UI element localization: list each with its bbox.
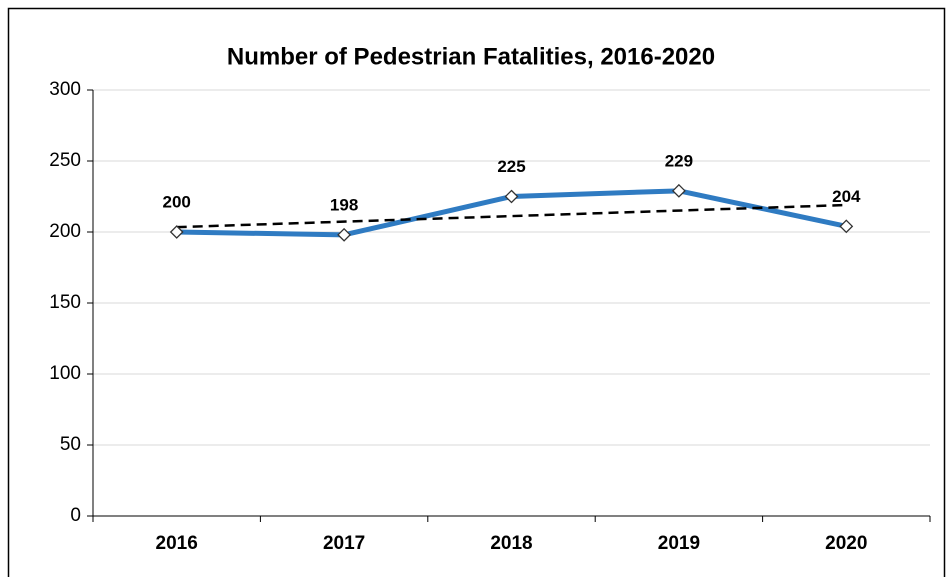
x-tick-label: 2020 [825,533,867,554]
data-label: 229 [665,151,693,170]
marker [839,219,854,234]
y-tick-label: 50 [60,434,81,455]
data-label: 198 [330,195,358,214]
y-tick-label: 250 [49,150,81,171]
x-tick-label: 2018 [490,533,532,554]
x-tick-label: 2019 [658,533,700,554]
marker [504,189,519,204]
data-label: 204 [832,187,861,206]
x-tick-label: 2016 [156,533,198,554]
y-tick-label: 100 [49,363,81,384]
x-tick-label: 2017 [323,533,365,554]
y-tick-label: 200 [49,221,81,242]
marker [169,225,184,239]
marker [337,227,352,242]
y-tick-label: 0 [70,505,81,526]
marker [671,183,686,198]
chart-frame [7,7,946,577]
data-label: 200 [163,192,191,211]
y-tick-label: 150 [49,292,81,313]
chart-title: Number of Pedestrian Fatalities, 2016-20… [227,43,715,70]
y-tick-label: 300 [49,79,81,100]
data-label: 225 [497,157,525,176]
